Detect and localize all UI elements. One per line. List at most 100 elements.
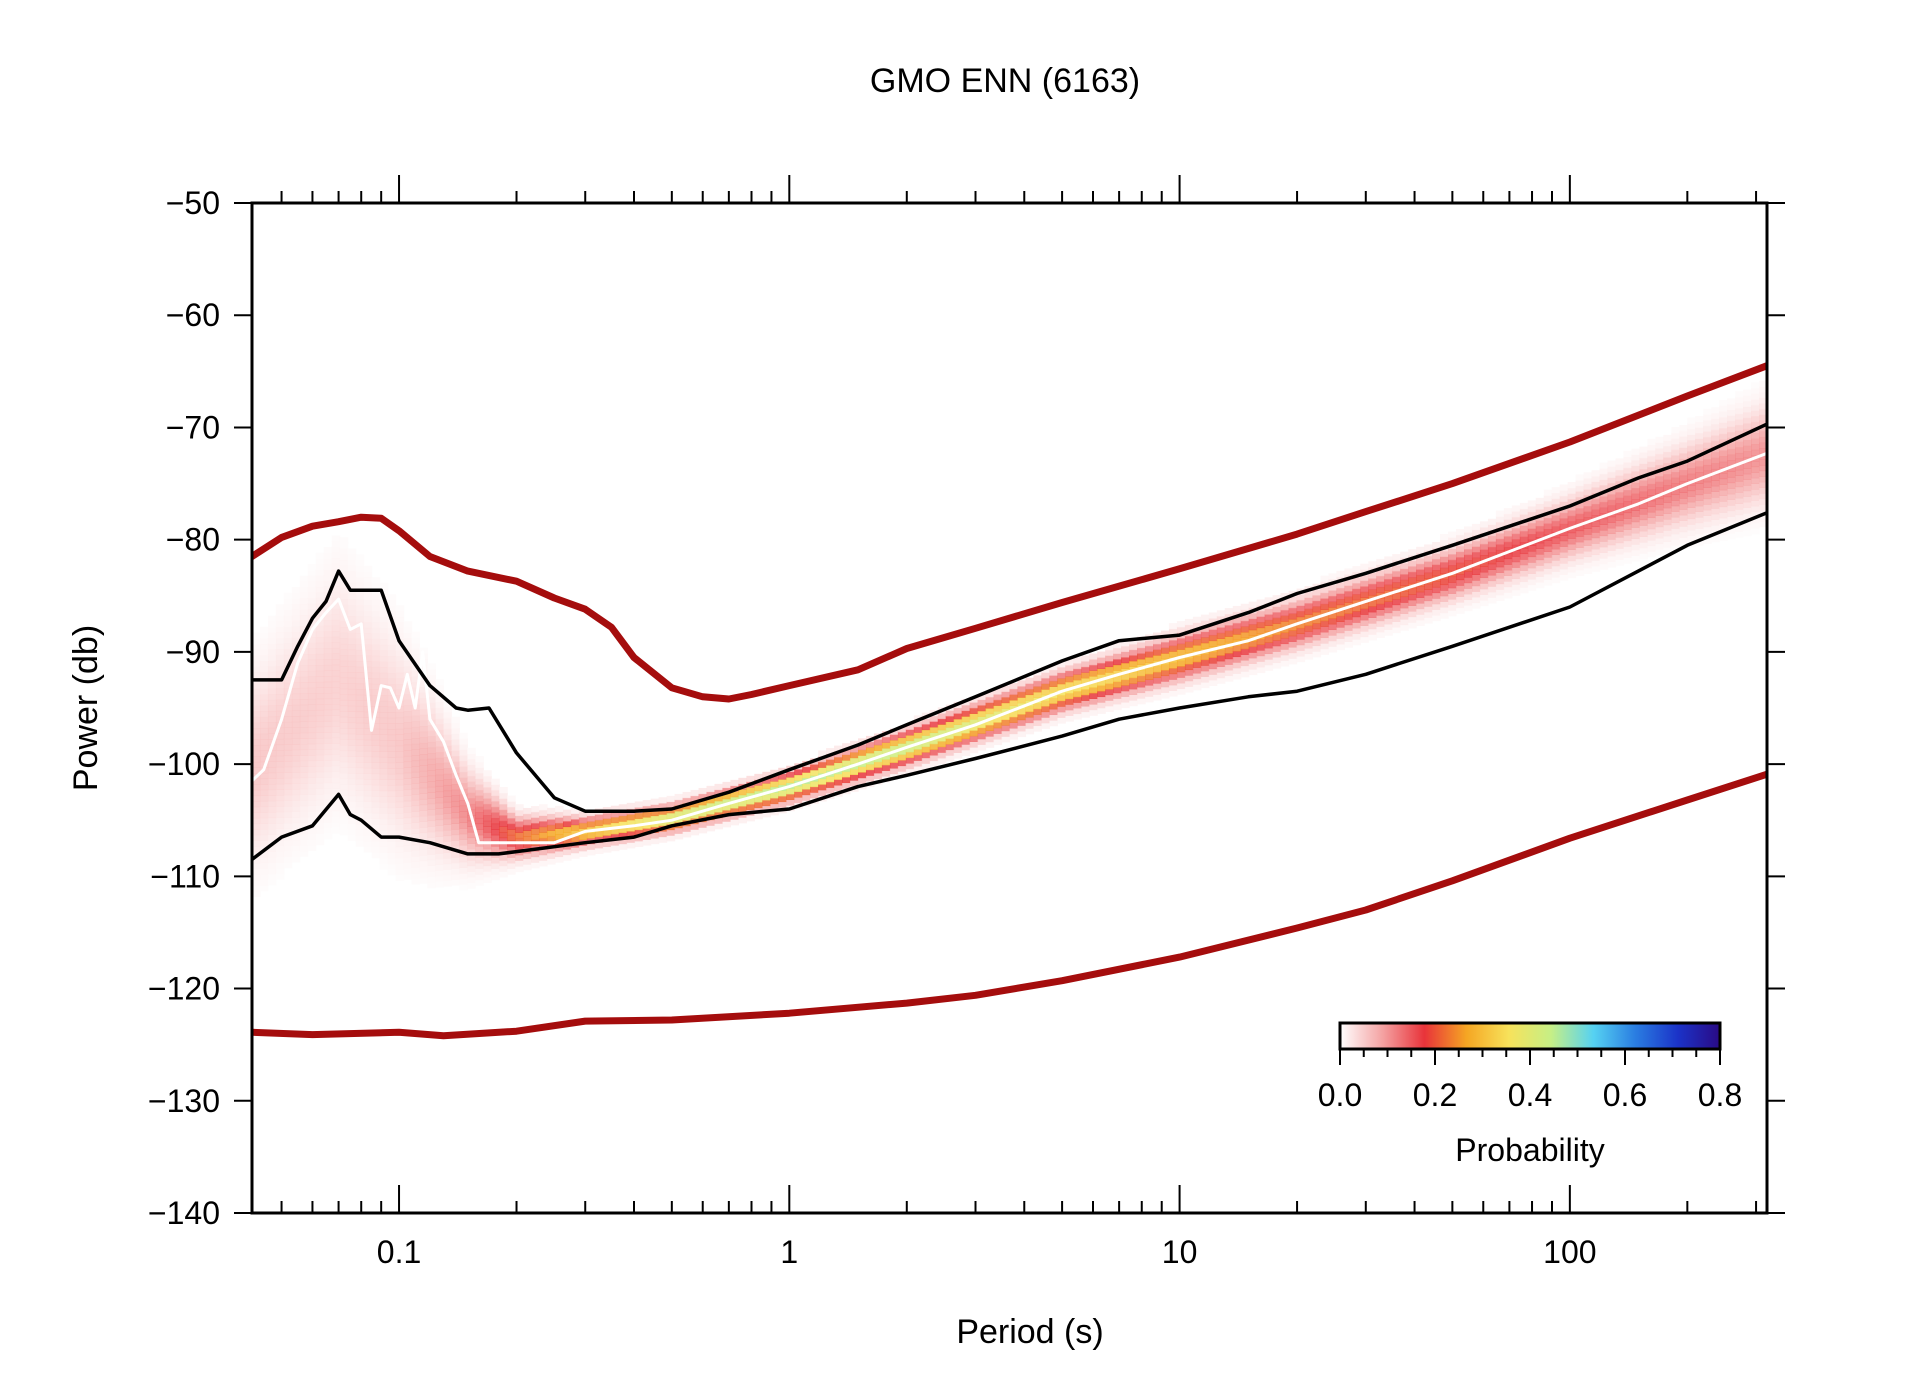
density-cell [299,581,309,588]
density-cell [1663,479,1672,486]
density-cell [642,811,652,818]
density-cell [873,772,883,779]
density-cell [961,710,971,717]
density-cell [1240,615,1250,622]
density-cell [1192,667,1202,674]
density-cell [1352,627,1361,635]
density-cell [283,766,293,773]
density-cell [523,858,532,865]
density-cell [371,666,381,674]
density-cell [1647,545,1656,552]
density-cell [562,820,572,828]
density-cell [355,689,365,696]
density-cell [283,811,293,818]
density-cell [929,732,939,739]
density-cell [1751,511,1760,518]
density-cell [259,817,269,824]
density-cell [1017,730,1027,738]
density-cell [1328,640,1338,647]
density-cell [379,863,389,870]
density-cell [1503,581,1513,588]
density-cell [1153,694,1162,701]
density-cell [1607,555,1617,563]
density-cell [1687,496,1696,503]
density-cell [810,769,819,776]
density-cell [834,773,843,780]
density-cell [1599,535,1609,542]
density-cell [1360,574,1369,582]
density-cell [555,805,564,813]
density-cell [259,671,269,679]
density-cell [435,797,444,804]
density-cell [1575,513,1585,520]
density-cell [419,720,429,727]
density-cell [1224,630,1234,637]
density-cell [459,743,468,751]
density-cell [475,756,484,763]
density-cell [977,744,987,751]
density-cell [1360,625,1369,632]
density-cell [850,768,859,776]
density-cell [451,828,460,836]
density-cell [283,710,293,717]
density-cell [594,819,604,826]
density-cell [1456,562,1465,569]
density-cell [363,706,373,713]
density-cell [897,754,907,761]
density-cell [1041,722,1050,729]
density-cell [451,840,460,847]
density-cell [275,671,285,678]
density-cell [1631,504,1641,511]
density-cell [355,812,365,819]
density-cell [1639,469,1648,476]
density-cell [499,837,508,844]
density-cell [371,599,381,606]
density-cell [363,633,373,640]
density-cell [443,807,452,814]
density-cell [873,739,883,746]
series-lines [252,362,1767,1040]
density-cell [331,546,341,553]
density-cell [252,778,261,785]
density-cell [307,715,317,722]
density-cell [1344,590,1353,598]
density-cell [363,773,373,780]
density-cell [283,699,293,706]
density-cell [427,674,436,681]
density-cell [315,642,325,649]
density-cell [1743,440,1752,447]
density-cell [291,598,301,605]
density-cell [275,750,285,757]
density-cell [283,643,293,650]
density-cell [1440,590,1449,597]
density-cell [1535,548,1545,555]
density-cell [339,756,349,763]
density-cell [762,777,771,784]
density-cell [1049,697,1058,704]
density-cell [267,733,277,740]
density-cell [299,659,309,666]
density-cell [435,808,444,815]
density-cell [283,648,293,656]
density-cell [1591,554,1601,561]
density-cell [1312,611,1322,618]
density-cell [1049,675,1058,682]
density-cell [1368,611,1377,618]
density-cell [1272,651,1282,658]
density-cell [1567,482,1577,489]
density-cell [881,736,891,743]
density-cell [355,733,365,741]
density-cell [570,852,580,859]
density-cell [1559,495,1569,502]
density-cell [1735,486,1744,493]
density-cell [339,655,349,662]
density-cell [794,791,803,798]
density-cell [403,643,413,650]
density-cell [1663,434,1672,441]
density-cell [1687,423,1696,430]
density-cell [802,772,811,779]
density-cell [1360,591,1369,598]
density-cell [1575,536,1585,543]
density-cell [307,609,317,616]
density-cell [275,873,285,880]
